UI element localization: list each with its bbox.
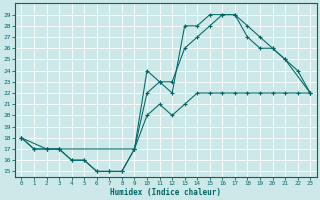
X-axis label: Humidex (Indice chaleur): Humidex (Indice chaleur) <box>110 188 221 197</box>
